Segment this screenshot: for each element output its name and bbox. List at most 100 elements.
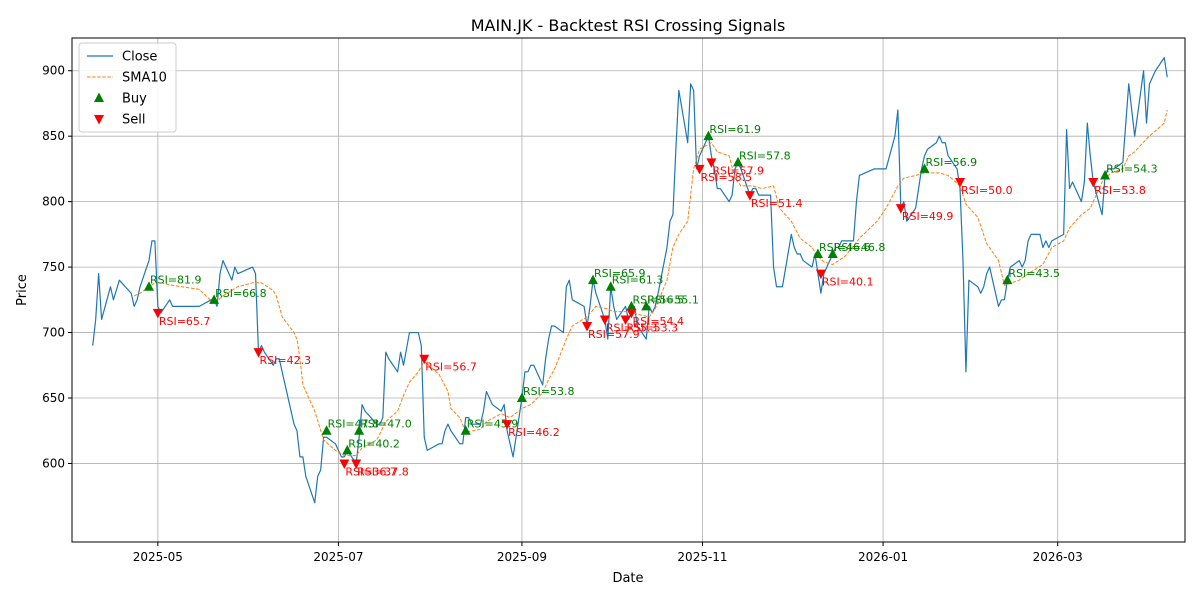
sell-marker bbox=[955, 178, 966, 188]
sell-signal-label: RSI=42.3 bbox=[259, 354, 311, 367]
legend: Close SMA10 Buy Sell bbox=[78, 42, 177, 133]
sell-signal-label: RSI=55.3 bbox=[606, 321, 658, 334]
buy-marker bbox=[321, 425, 332, 435]
buy-signal-label: RSI=47.8 bbox=[328, 418, 380, 431]
buy-signal-label: RSI=46.8 bbox=[834, 241, 886, 254]
plot-frame bbox=[71, 37, 1186, 543]
legend-label: Buy bbox=[122, 92, 147, 107]
sell-signal-label: RSI=56.7 bbox=[425, 361, 477, 374]
sell-marker bbox=[152, 308, 163, 319]
sell-marker bbox=[419, 354, 430, 365]
buy-marker bbox=[354, 425, 365, 435]
buy-signal-label: RSI=66.8 bbox=[215, 287, 267, 300]
buy-signal-label: RSI=53.8 bbox=[523, 385, 575, 398]
buy-marker bbox=[919, 163, 930, 173]
buy-signal-label: RSI=61.9 bbox=[709, 123, 761, 136]
buy-marker bbox=[1100, 169, 1111, 180]
sell-signal-label: RSI=65.7 bbox=[159, 315, 211, 328]
sell-signal-label: RSI=53.3 bbox=[627, 321, 679, 334]
buy-signal-label: RSI=56.9 bbox=[926, 156, 978, 169]
y-tick-label: 700 bbox=[42, 326, 65, 340]
legend-swatch-sell bbox=[94, 115, 104, 125]
x-tick-label: 2026-01 bbox=[858, 550, 908, 564]
buy-marker bbox=[641, 300, 652, 311]
series-line-close bbox=[92, 57, 1168, 504]
sell-marker bbox=[895, 204, 906, 214]
y-tick-label: 800 bbox=[42, 195, 65, 209]
buy-marker bbox=[703, 130, 714, 141]
sell-marker bbox=[599, 315, 610, 325]
buy-signal-label: RSI=55.1 bbox=[647, 293, 699, 306]
sell-signal-label: RSI=54.4 bbox=[632, 315, 684, 328]
sell-signal-label: RSI=37.8 bbox=[357, 465, 409, 478]
sell-signal-label: RSI=36.7 bbox=[345, 465, 397, 478]
sell-marker bbox=[502, 420, 513, 430]
y-tick-label: 750 bbox=[42, 260, 65, 274]
x-tick-label: 2026-03 bbox=[1033, 550, 1083, 564]
legend-label: Close bbox=[122, 50, 157, 65]
axes: 2025-05 2025-07 2025-09 2025-11 2026-01 2026-… bbox=[42, 37, 1186, 564]
sell-marker bbox=[620, 315, 631, 325]
sell-marker bbox=[626, 308, 637, 319]
sell-marker bbox=[744, 191, 755, 201]
series-lines bbox=[92, 57, 1168, 504]
sell-marker bbox=[1088, 178, 1099, 188]
sell-signal-label: RSI=58.5 bbox=[701, 171, 753, 184]
y-axis-label: Price bbox=[15, 274, 30, 306]
buy-marker bbox=[605, 281, 616, 291]
sell-marker bbox=[253, 348, 264, 358]
buy-marker bbox=[587, 274, 598, 285]
buy-signal-label: RSI=43.5 bbox=[1008, 267, 1060, 280]
x-tick-label: 2025-09 bbox=[497, 550, 547, 564]
x-tick-label: 2025-07 bbox=[313, 550, 363, 564]
buy-marker bbox=[342, 444, 353, 455]
legend-label: Sell bbox=[122, 113, 145, 128]
buy-signal-label: RSI=57.8 bbox=[739, 149, 791, 162]
sell-marker bbox=[582, 322, 593, 332]
y-tick-label: 900 bbox=[42, 64, 65, 78]
buy-signal-label: RSI=47.0 bbox=[360, 418, 412, 431]
sell-marker bbox=[339, 459, 350, 469]
buy-signal-label: RSI=40.2 bbox=[348, 437, 400, 450]
buy-marker bbox=[812, 248, 823, 258]
buy-marker bbox=[460, 425, 471, 435]
legend-swatch-buy bbox=[94, 92, 104, 102]
x-tick-label: 2025-05 bbox=[133, 550, 183, 564]
sell-signal-label: RSI=40.1 bbox=[822, 276, 874, 289]
legend-label: SMA10 bbox=[122, 71, 167, 86]
sell-signal-label: RSI=53.8 bbox=[1094, 184, 1146, 197]
sell-signal-label: RSI=57.9 bbox=[588, 328, 640, 341]
buy-signal-label: RSI=65.9 bbox=[594, 267, 646, 280]
buy-signal-label: RSI=81.9 bbox=[150, 274, 202, 287]
y-tick-label: 650 bbox=[42, 391, 65, 405]
signal-markers: RSI=81.9 RSI=66.8 RSI=47.8 RSI=40.2 RSI=47.0… bbox=[143, 123, 1158, 478]
x-axis-label: Date bbox=[612, 571, 643, 586]
sell-signal-label: RSI=57.9 bbox=[712, 164, 764, 177]
sell-marker bbox=[694, 164, 705, 175]
sell-signal-label: RSI=46.2 bbox=[508, 426, 560, 439]
buy-marker bbox=[1002, 274, 1013, 285]
buy-marker bbox=[827, 248, 838, 258]
sell-marker bbox=[706, 158, 717, 168]
sell-marker bbox=[351, 459, 362, 469]
x-tick-label: 2025-11 bbox=[677, 550, 727, 564]
buy-signal-label: RSI=54.3 bbox=[1106, 162, 1158, 175]
buy-marker bbox=[209, 294, 220, 304]
legend-box bbox=[78, 42, 177, 133]
grid bbox=[72, 38, 1185, 542]
buy-marker bbox=[143, 281, 154, 291]
sell-marker bbox=[815, 269, 826, 280]
sell-signal-label: RSI=49.9 bbox=[902, 210, 954, 223]
y-tick-label: 600 bbox=[42, 456, 65, 470]
buy-marker bbox=[733, 156, 744, 167]
buy-signal-label: RSI=61.3 bbox=[612, 274, 664, 287]
series-line-sma10 bbox=[133, 109, 1168, 457]
chart-title: MAIN.JK - Backtest RSI Crossing Signals bbox=[471, 16, 786, 35]
buy-marker bbox=[516, 392, 527, 402]
sell-signal-label: RSI=50.0 bbox=[961, 184, 1013, 197]
sell-signal-label: RSI=51.4 bbox=[751, 197, 803, 210]
y-tick-label: 850 bbox=[42, 129, 65, 143]
